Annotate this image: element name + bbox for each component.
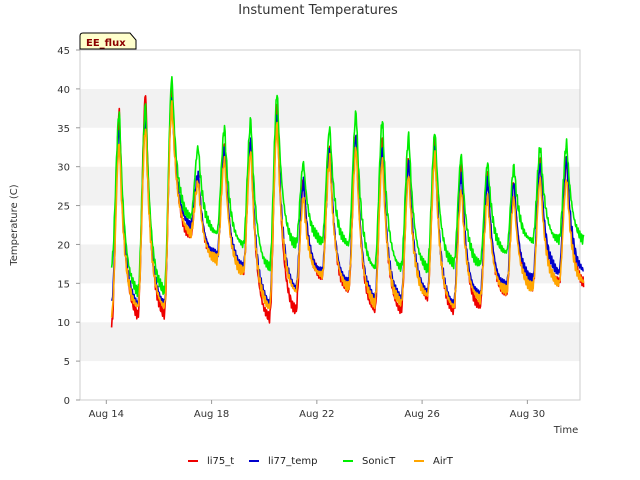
y-axis-label: Temperature (C) bbox=[9, 184, 20, 266]
plot-frame bbox=[79, 49, 581, 401]
y-tick-label: 20 bbox=[57, 240, 70, 251]
legend-label: AirT bbox=[433, 456, 454, 467]
x-axis-label: Time bbox=[553, 425, 578, 436]
grid-band bbox=[80, 322, 580, 362]
badge-label: EE_flux bbox=[86, 38, 126, 49]
chart-title: Instument Temperatures bbox=[238, 3, 398, 18]
y-tick-label: 40 bbox=[57, 85, 70, 96]
y-tick-label: 45 bbox=[57, 46, 70, 57]
x-tick-label: Aug 22 bbox=[299, 409, 334, 420]
y-tick-label: 35 bbox=[57, 124, 70, 135]
series-line-AirT bbox=[110, 100, 585, 318]
y-tick-label: 0 bbox=[64, 396, 70, 407]
x-tick-label: Aug 26 bbox=[404, 409, 439, 420]
y-tick-label: 10 bbox=[57, 318, 70, 329]
grid-bands bbox=[80, 50, 580, 400]
grid-band bbox=[80, 88, 580, 128]
x-tick-label: Aug 30 bbox=[510, 409, 545, 420]
grid-band bbox=[80, 205, 580, 245]
legend-label: li75_t bbox=[207, 456, 234, 467]
grid-band bbox=[80, 361, 580, 400]
series-lines bbox=[110, 76, 585, 328]
y-tick-label: 15 bbox=[57, 279, 70, 290]
y-tick-label: 5 bbox=[64, 357, 70, 368]
legend-label: SonicT bbox=[362, 456, 396, 467]
x-axis: Aug 14 Aug 18 Aug 22 Aug 26 Aug 30 bbox=[89, 400, 545, 420]
legend-label: li77_temp bbox=[268, 456, 317, 467]
x-tick-label: Aug 18 bbox=[194, 409, 229, 420]
y-tick-label: 30 bbox=[57, 163, 70, 174]
badge: EE_flux bbox=[79, 32, 137, 50]
series-line-SonicT bbox=[110, 76, 585, 298]
grid-band bbox=[80, 50, 580, 89]
y-axis: 0 5 10 15 20 25 30 35 40 45 bbox=[57, 46, 80, 407]
legend: li75_t li77_temp SonicT AirT bbox=[188, 456, 454, 467]
y-tick-label: 25 bbox=[57, 202, 70, 213]
x-tick-label: Aug 14 bbox=[89, 409, 124, 420]
